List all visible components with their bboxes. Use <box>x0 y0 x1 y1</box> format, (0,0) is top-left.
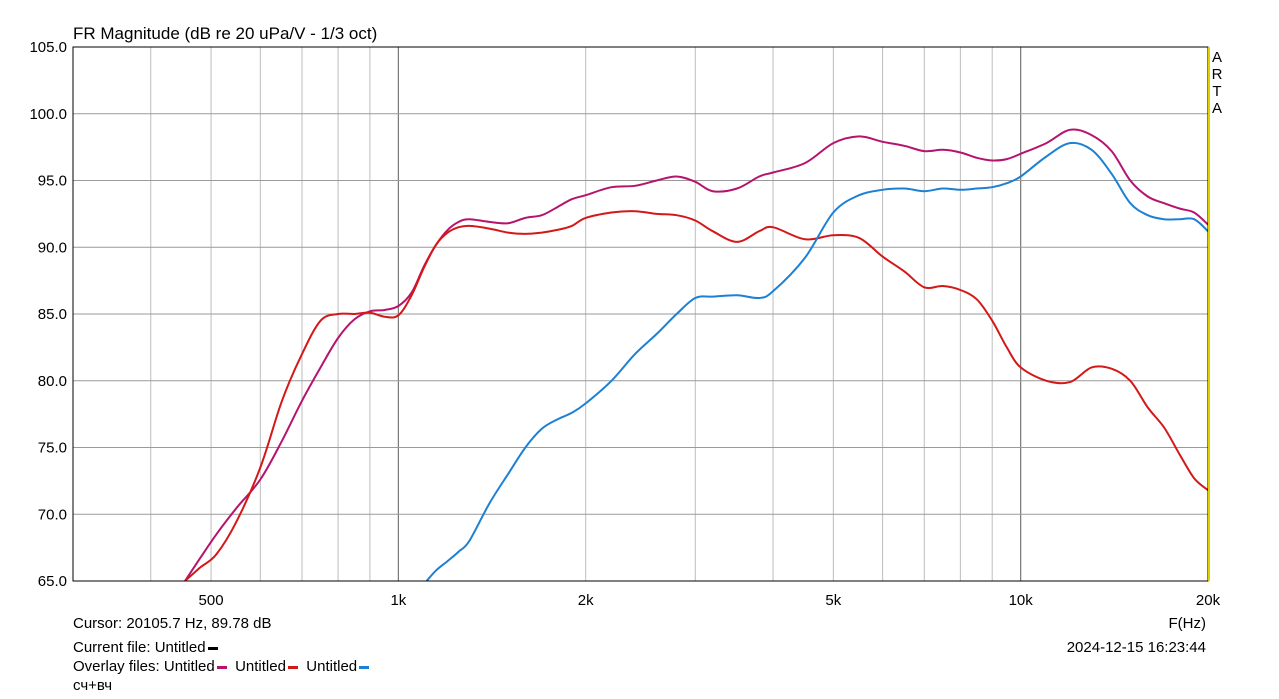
y-tick-label: 100.0 <box>29 106 67 123</box>
current-file-swatch <box>207 646 218 650</box>
y-tick-label: 85.0 <box>38 306 67 323</box>
overlay-file-1: Untitled <box>163 658 215 675</box>
current-file-row: Current file: Untitled <box>73 639 218 656</box>
series-line-1 <box>184 128 1208 581</box>
series-lines <box>184 128 1208 581</box>
x-tick-label: 1k <box>390 592 406 609</box>
watermark-letter: R <box>1212 66 1223 83</box>
x-axis-ticks: 500 1k 2k 5k 10k 20k <box>199 592 1221 609</box>
series-line-3 <box>425 141 1208 581</box>
overlay-file-2: Untitled <box>235 658 286 675</box>
overlay-file-3: Untitled <box>306 658 358 675</box>
y-axis-ticks: 65.0 70.0 75.0 80.0 85.0 90.0 95.0 100.0 105.0 <box>29 39 67 590</box>
y-tick-label: 90.0 <box>38 239 67 256</box>
y-tick-label: 70.0 <box>38 506 67 523</box>
x-tick-label: 20k <box>1196 592 1221 609</box>
y-tick-label: 75.0 <box>38 440 67 457</box>
y-tick-label: 105.0 <box>29 39 67 56</box>
watermark-letter: A <box>1212 49 1222 66</box>
overlay-files-label: Overlay files: <box>73 658 160 675</box>
x-tick-label: 5k <box>825 592 841 609</box>
timestamp: 2024-12-15 16:23:44 <box>1066 639 1206 656</box>
x-tick-label: 500 <box>199 592 224 609</box>
cursor-readout: Cursor: 20105.7 Hz, 89.78 dB <box>73 615 272 632</box>
x-tick-label: 2k <box>578 592 594 609</box>
overlay-swatch-1 <box>216 665 227 669</box>
watermark-letter: T <box>1212 83 1221 100</box>
chart-title: FR Magnitude (dB re 20 uPa/V - 1/3 oct) <box>73 24 377 43</box>
right-edge-strip <box>1208 47 1210 581</box>
note-text: сч+вч <box>73 677 113 694</box>
x-tick-label: 10k <box>1009 592 1034 609</box>
watermark-letter: A <box>1212 100 1222 117</box>
x-axis-label: F(Hz) <box>1169 615 1207 632</box>
y-tick-label: 95.0 <box>38 173 67 190</box>
overlay-files-row: Overlay files: Untitled Untitled Untitle… <box>73 658 370 675</box>
current-file-label: Current file: Untitled <box>73 639 206 656</box>
y-tick-label: 65.0 <box>38 573 67 590</box>
overlay-swatch-2 <box>287 665 298 669</box>
series-line-2 <box>184 210 1208 581</box>
overlay-swatch-3 <box>359 665 370 669</box>
y-tick-label: 80.0 <box>38 373 67 390</box>
